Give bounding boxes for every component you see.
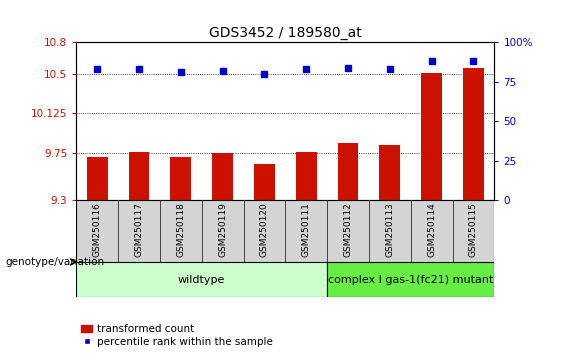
Text: GSM250120: GSM250120 (260, 202, 269, 257)
Text: genotype/variation: genotype/variation (6, 257, 105, 267)
Bar (254, 164, 275, 200)
Text: GSM250113: GSM250113 (385, 202, 394, 257)
Bar (87, 157, 107, 200)
Bar (212, 153, 233, 200)
Bar (296, 152, 316, 200)
FancyBboxPatch shape (411, 200, 453, 262)
FancyBboxPatch shape (327, 262, 494, 297)
Legend: transformed count, percentile rank within the sample: transformed count, percentile rank withi… (81, 324, 273, 347)
Text: GSM250118: GSM250118 (176, 202, 185, 257)
FancyBboxPatch shape (369, 200, 411, 262)
FancyBboxPatch shape (202, 200, 244, 262)
Text: complex I gas-1(fc21) mutant: complex I gas-1(fc21) mutant (328, 275, 493, 285)
Text: GSM250115: GSM250115 (469, 202, 478, 257)
Text: GSM250112: GSM250112 (344, 202, 353, 257)
FancyBboxPatch shape (453, 200, 494, 262)
Text: GSM250117: GSM250117 (134, 202, 144, 257)
FancyBboxPatch shape (285, 200, 327, 262)
FancyBboxPatch shape (76, 262, 327, 297)
Text: GSM250119: GSM250119 (218, 202, 227, 257)
FancyBboxPatch shape (327, 200, 369, 262)
FancyBboxPatch shape (244, 200, 285, 262)
Bar (380, 145, 400, 200)
Bar (171, 157, 191, 200)
Bar (129, 152, 149, 200)
Text: GSM250111: GSM250111 (302, 202, 311, 257)
FancyBboxPatch shape (118, 200, 160, 262)
Text: GSM250116: GSM250116 (93, 202, 102, 257)
Bar (421, 73, 442, 200)
FancyBboxPatch shape (76, 200, 118, 262)
Bar (463, 68, 484, 200)
Title: GDS3452 / 189580_at: GDS3452 / 189580_at (209, 26, 362, 40)
Text: wildtype: wildtype (178, 275, 225, 285)
Text: GSM250114: GSM250114 (427, 202, 436, 257)
FancyBboxPatch shape (160, 200, 202, 262)
Bar (338, 143, 359, 200)
